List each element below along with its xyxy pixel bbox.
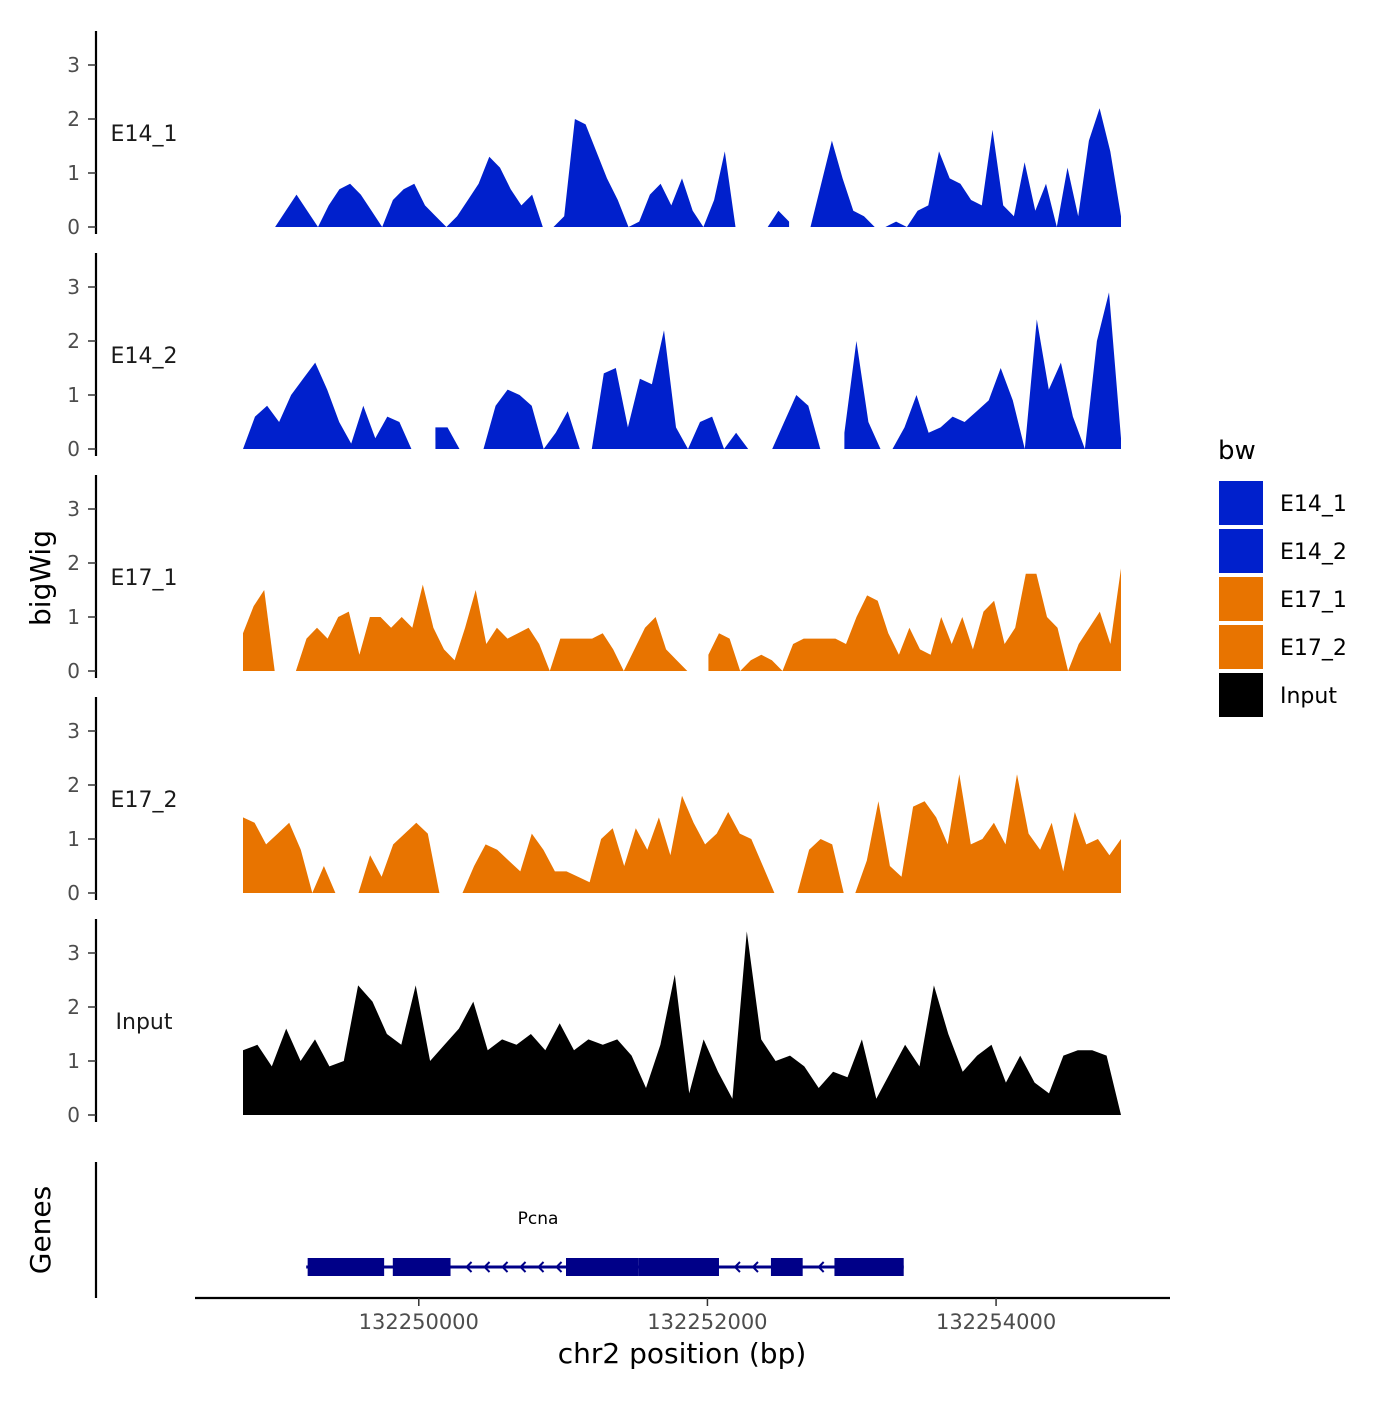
signal-area bbox=[243, 817, 336, 893]
track-panel-e14-2: 0 1 2 3 E14_2 bbox=[67, 253, 1121, 461]
y-tick-label: 3 bbox=[67, 53, 80, 77]
strand-chevron bbox=[501, 1261, 509, 1273]
y-tick-label: 1 bbox=[67, 605, 80, 629]
track-label-e14-1: E14_1 bbox=[111, 122, 178, 147]
legend-label-e14-2: E14_2 bbox=[1280, 540, 1347, 565]
signal-area bbox=[797, 774, 1121, 893]
gene-exon bbox=[770, 1258, 803, 1276]
track-label-e17-1: E17_1 bbox=[111, 566, 178, 591]
y-tick-label: 2 bbox=[67, 995, 80, 1019]
x-axis: chr2 position (bp) 132250000 132252000 132… bbox=[195, 1296, 1170, 1370]
track-panel-e17-1: 0 1 2 3 E17_1 bbox=[67, 475, 1121, 683]
gene-name-label: Pcna bbox=[518, 1209, 559, 1229]
strand-chevron bbox=[555, 1261, 563, 1273]
track-panels: 0 1 2 3 E14_1 0 1 2 3 E14_2 0 1 2 3 E17_1 0 1 2 3 E17_2 0 1 2 3… bbox=[67, 31, 1121, 1127]
signal-area bbox=[462, 795, 775, 893]
signal-area bbox=[358, 822, 440, 893]
y-tick-label: 1 bbox=[67, 161, 80, 185]
genes-panel: Genes Pcna bbox=[24, 1162, 904, 1298]
signal-area bbox=[295, 584, 688, 671]
y-tick-label: 2 bbox=[67, 107, 80, 131]
signal-area bbox=[844, 292, 1121, 449]
legend-key-e14-2 bbox=[1219, 529, 1263, 573]
legend-key-input bbox=[1219, 673, 1263, 717]
legend-label-e14-1: E14_1 bbox=[1280, 492, 1347, 517]
y-axis-title: bigWig bbox=[24, 530, 57, 626]
y-tick-label: 3 bbox=[67, 275, 80, 299]
y-tick-label: 2 bbox=[67, 551, 80, 575]
signal-area bbox=[810, 108, 1121, 227]
strand-chevron bbox=[483, 1261, 491, 1273]
gene-exon bbox=[392, 1258, 451, 1276]
strand-chevron bbox=[537, 1261, 545, 1273]
gene-model-pcna bbox=[306, 1258, 904, 1276]
legend-key-e14-1 bbox=[1219, 481, 1263, 525]
gene-exon bbox=[307, 1258, 385, 1276]
gene-exon bbox=[638, 1258, 719, 1276]
x-tick-label: 132254000 bbox=[936, 1310, 1056, 1334]
y-tick-label: 0 bbox=[67, 215, 80, 239]
strand-chevron bbox=[817, 1261, 825, 1273]
track-label-input: Input bbox=[116, 1010, 173, 1035]
signal-area bbox=[243, 362, 412, 449]
y-tick-label: 1 bbox=[67, 383, 80, 407]
y-tick-label: 3 bbox=[67, 941, 80, 965]
track-label-e14-2: E14_2 bbox=[111, 344, 178, 369]
y-tick-label: 1 bbox=[67, 1049, 80, 1073]
y-tick-label: 1 bbox=[67, 827, 80, 851]
track-panel-input: 0 1 2 3 Input bbox=[67, 919, 1121, 1127]
strand-chevron bbox=[519, 1261, 527, 1273]
y-tick-label: 2 bbox=[67, 773, 80, 797]
legend-title: bw bbox=[1218, 436, 1256, 466]
genes-label: Genes bbox=[24, 1186, 57, 1274]
signal-area bbox=[435, 427, 460, 449]
legend-label-e17-1: E17_1 bbox=[1280, 588, 1347, 613]
track-panel-e17-2: 0 1 2 3 E17_2 bbox=[67, 697, 1121, 905]
x-tick-label: 132252000 bbox=[647, 1310, 767, 1334]
x-tick-label: 132250000 bbox=[359, 1310, 479, 1334]
y-tick-label: 0 bbox=[67, 1103, 80, 1127]
signal-area bbox=[708, 568, 1121, 671]
legend-label-e17-2: E17_2 bbox=[1280, 636, 1347, 661]
signal-area bbox=[275, 119, 736, 227]
signal-area bbox=[767, 210, 790, 227]
y-tick-label: 0 bbox=[67, 437, 80, 461]
signal-area bbox=[772, 395, 821, 449]
y-tick-label: 2 bbox=[67, 329, 80, 353]
legend-label-input: Input bbox=[1280, 684, 1337, 709]
y-tick-label: 0 bbox=[67, 659, 80, 683]
gene-exon bbox=[834, 1258, 904, 1276]
y-tick-label: 3 bbox=[67, 497, 80, 521]
legend: bw E14_1 E14_2 E17_1 E17_2 Input bbox=[1218, 436, 1347, 717]
strand-chevron bbox=[733, 1261, 741, 1273]
gene-exon bbox=[565, 1258, 639, 1276]
strand-chevron bbox=[751, 1261, 759, 1273]
signal-area bbox=[483, 330, 749, 449]
strand-chevron bbox=[465, 1261, 473, 1273]
legend-key-e17-1 bbox=[1219, 577, 1263, 621]
y-tick-label: 0 bbox=[67, 881, 80, 905]
legend-key-e17-2 bbox=[1219, 625, 1263, 669]
signal-area bbox=[243, 931, 1121, 1115]
signal-area bbox=[243, 590, 275, 671]
x-axis-title: chr2 position (bp) bbox=[558, 1337, 807, 1370]
y-tick-label: 3 bbox=[67, 719, 80, 743]
track-panel-e14-1: 0 1 2 3 E14_1 bbox=[67, 31, 1121, 239]
track-label-e17-2: E17_2 bbox=[111, 788, 178, 813]
